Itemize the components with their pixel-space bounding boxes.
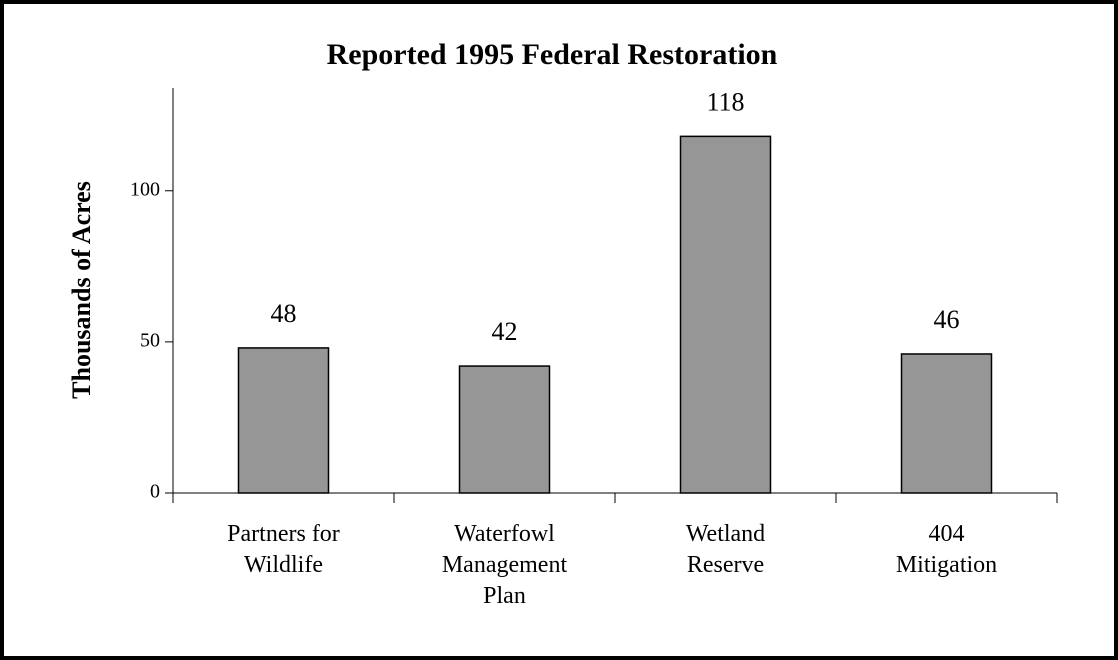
y-tick-label: 100	[130, 178, 160, 200]
value-label: 118	[706, 87, 744, 116]
value-label: 48	[271, 299, 297, 328]
y-tick-label: 0	[150, 481, 160, 503]
bar	[237, 347, 330, 494]
bar	[679, 135, 772, 494]
x-tick-label: Wetland Reserve	[685, 521, 766, 578]
chart-title: Reported 1995 Federal Restoration	[327, 38, 778, 71]
bar	[900, 353, 993, 494]
value-label: 42	[492, 317, 518, 346]
x-tick-label: Waterfowl Management Plan	[441, 521, 568, 609]
y-axis-label: Thousands of Acres	[67, 181, 96, 399]
value-label: 46	[934, 305, 960, 334]
bar	[458, 365, 551, 494]
x-tick-label: 404 Mitigation	[895, 521, 998, 578]
y-tick-label: 50	[140, 329, 160, 351]
x-tick-label: Partners for Wildlife	[227, 521, 340, 578]
